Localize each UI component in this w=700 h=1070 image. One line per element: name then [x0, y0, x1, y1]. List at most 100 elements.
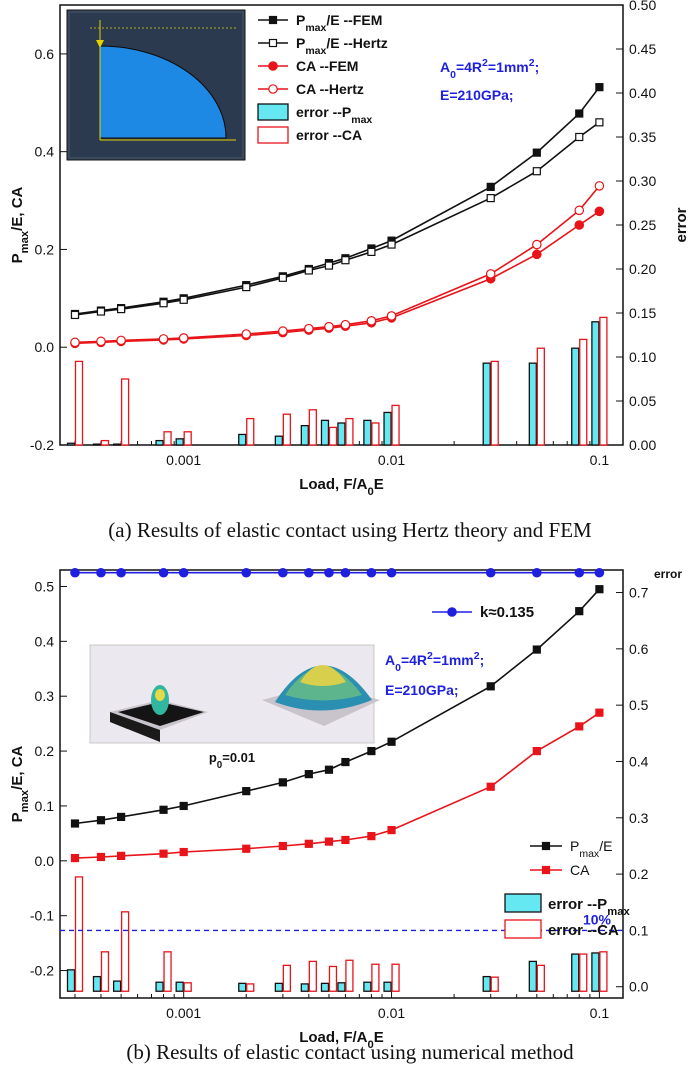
error-bar	[300, 424, 309, 446]
data-point	[178, 567, 189, 578]
error-bar	[579, 953, 588, 992]
data-point	[70, 853, 80, 863]
data-point	[485, 567, 496, 578]
y-axis-label: Pmax/E, CA	[9, 186, 31, 263]
series-line	[74, 588, 600, 825]
data-point	[117, 812, 126, 822]
error-bar	[183, 982, 192, 992]
y2-tick-label: 0.1	[629, 922, 649, 938]
data-point	[178, 333, 189, 343]
y-tick-label: -0.2	[30, 963, 54, 979]
error-bar	[175, 438, 184, 446]
data-point	[486, 194, 495, 203]
data-point	[574, 220, 585, 230]
data-point	[595, 708, 604, 717]
data-point	[241, 567, 252, 578]
error-bar	[155, 981, 164, 992]
data-point	[341, 835, 350, 845]
data-point	[594, 567, 605, 578]
y2-tick-label: 0.0	[629, 979, 649, 995]
data-point	[366, 316, 377, 326]
error-bar	[183, 431, 192, 446]
y2-tick-label: 0.05	[629, 393, 656, 409]
error-bar	[363, 419, 372, 446]
x-axis-label: Load, F/A0E	[299, 476, 384, 498]
legend-swatch	[257, 103, 289, 121]
y-tick-label: 0.0	[35, 339, 55, 355]
y2-tick-label: 0.50	[629, 0, 656, 13]
data-point	[485, 269, 496, 279]
error-bar	[391, 404, 400, 446]
data-point	[241, 329, 252, 339]
data-point	[242, 282, 251, 292]
data-point	[324, 837, 334, 846]
numerical-inset	[89, 644, 380, 744]
y2-tick-label: 0.5	[629, 697, 649, 713]
series-line	[74, 121, 600, 316]
data-point	[96, 567, 106, 578]
x-tick-label: 0.1	[590, 452, 610, 468]
y2-tick-label: 0.35	[629, 129, 656, 145]
data-point	[304, 266, 313, 275]
data-point	[324, 261, 334, 270]
data-point	[324, 765, 334, 774]
error-bar	[528, 960, 537, 992]
data-point	[341, 256, 350, 265]
legend-label: error --Pmax	[548, 896, 630, 918]
y2-tick-label: 0.45	[629, 41, 656, 57]
data-point	[278, 326, 288, 336]
data-point	[532, 167, 541, 176]
error-bar	[300, 983, 309, 992]
error-bar	[391, 963, 400, 992]
legend-label: CA --Hertz	[296, 81, 364, 97]
error-bar	[363, 981, 372, 992]
error-bar	[308, 960, 317, 992]
y-tick-label: 0.5	[35, 578, 55, 594]
error-bar	[599, 316, 608, 446]
error-bar	[536, 964, 545, 992]
data-point	[387, 737, 396, 746]
data-point	[340, 319, 351, 330]
error-bar	[328, 965, 338, 992]
series-line	[74, 712, 600, 859]
error-bar	[274, 982, 284, 992]
error-bar	[112, 980, 122, 992]
y2-tick-label: 0.3	[629, 810, 649, 826]
data-point	[486, 782, 495, 791]
data-point	[486, 682, 495, 691]
error-bar	[120, 378, 130, 446]
caption-a: (a) Results of elastic contact using Her…	[108, 518, 592, 542]
error-bar	[238, 433, 247, 446]
error-bar	[155, 439, 164, 446]
data-point	[532, 645, 541, 654]
y2-tick-label: 0.10	[629, 349, 656, 365]
data-point	[159, 805, 168, 814]
data-point	[242, 787, 251, 796]
data-point	[179, 801, 188, 811]
data-point	[594, 206, 605, 217]
x-tick-label: 0.001	[166, 1005, 201, 1021]
error-bar	[66, 442, 76, 446]
data-point	[70, 337, 80, 348]
data-point	[575, 132, 584, 142]
data-point	[532, 249, 542, 260]
data-point	[386, 567, 397, 578]
error-bar	[482, 975, 491, 992]
error-bar	[371, 422, 380, 446]
data-point	[341, 757, 350, 767]
data-point	[386, 311, 397, 321]
y2-axis-label: error	[673, 207, 690, 242]
error-bar	[320, 982, 330, 992]
error-bar	[337, 422, 346, 446]
fem-mesh-inset	[66, 9, 246, 161]
data-point	[179, 847, 188, 857]
error-bar	[490, 976, 499, 992]
legend-label: Pmax/E --FEM	[296, 12, 382, 34]
error-bar	[112, 443, 122, 446]
data-point	[96, 307, 106, 316]
caption-b: (b) Results of elastic contact using num…	[126, 1040, 574, 1064]
inset-caption: p0=0.01	[209, 750, 255, 771]
data-point	[387, 825, 396, 835]
